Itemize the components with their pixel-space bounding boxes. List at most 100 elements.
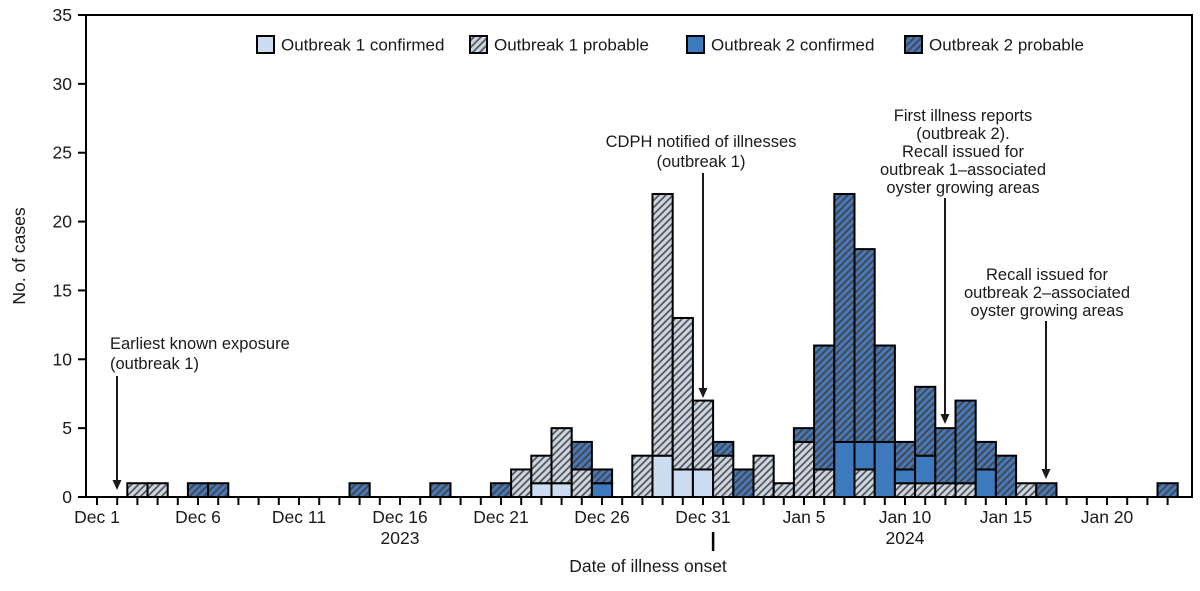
bar-dec-29 xyxy=(651,193,674,498)
bar-dec-24 xyxy=(550,427,573,499)
bar-dec-22 xyxy=(510,468,533,499)
legend-item-o2_probable: Outbreak 2 probable xyxy=(904,35,1084,55)
legend-item-o1_confirmed: Outbreak 1 confirmed xyxy=(256,35,444,55)
y-tick-label: 25 xyxy=(53,143,72,163)
bar-jan-10 xyxy=(893,440,917,499)
bar-segment-o2_probable xyxy=(207,482,230,499)
bar-segment-o2_probable xyxy=(712,440,735,457)
bar-segment-o2_probable xyxy=(732,468,755,499)
bar-segment-o2_probable xyxy=(954,399,977,485)
y-tick-label: 0 xyxy=(62,487,72,507)
bar-dec-3 xyxy=(126,482,149,499)
bar-segment-o1_probable xyxy=(550,427,573,485)
x-tick-label: Jan 20 xyxy=(1081,507,1134,527)
bar-dec-30 xyxy=(671,316,694,499)
bar-jan-2 xyxy=(732,468,755,499)
bar-dec-26 xyxy=(590,468,614,499)
bar-jan-9 xyxy=(873,344,896,498)
bar-jan-1 xyxy=(712,440,735,498)
legend-swatch-o1_probable xyxy=(469,35,488,54)
x-tick-label: Dec 31 xyxy=(675,507,730,527)
bar-segment-o2_probable xyxy=(792,427,816,443)
bar-segment-o1_probable xyxy=(893,482,917,499)
bar-segment-o1_probable xyxy=(126,482,149,499)
bar-segment-o2_probable xyxy=(1156,482,1179,499)
bar-segment-o1_probable xyxy=(914,482,937,499)
bar-segment-o1_confirmed xyxy=(671,468,694,499)
x-axis-title: Date of illness onset xyxy=(569,556,727,576)
bar-segment-o2_probable xyxy=(934,427,957,485)
bar-segment-o2_confirmed xyxy=(914,454,937,485)
bar-segment-o1_probable xyxy=(510,468,533,499)
bar-segment-o1_probable xyxy=(813,468,836,499)
legend-item-o2_confirmed: Outbreak 2 confirmed xyxy=(686,35,874,55)
x-tick-label: Dec 21 xyxy=(473,507,528,527)
bar-jan-3 xyxy=(752,454,775,498)
bar-segment-o1_probable xyxy=(530,454,553,485)
bar-dec-6 xyxy=(186,482,210,499)
y-tick-label: 10 xyxy=(53,349,73,369)
bar-segment-o1_confirmed xyxy=(530,482,553,499)
bar-jan-12 xyxy=(934,427,957,499)
y-tick-label: 30 xyxy=(53,74,73,94)
bar-jan-13 xyxy=(954,399,977,499)
annotation-text: Earliest known exposure xyxy=(110,335,290,353)
bar-jan-8 xyxy=(853,248,876,499)
bar-segment-o1_probable xyxy=(752,454,775,498)
y-tick-label: 35 xyxy=(53,5,72,25)
bar-dec-23 xyxy=(530,454,553,499)
bar-segment-o2_confirmed xyxy=(853,440,876,471)
bar-dec-18 xyxy=(429,482,452,499)
bar-segment-o2_probable xyxy=(833,193,856,443)
legend-label: Outbreak 2 probable xyxy=(929,36,1084,55)
bar-segment-o2_probable xyxy=(853,248,876,443)
bar-segment-o1_probable xyxy=(792,440,816,498)
bar-jan-16 xyxy=(1015,482,1038,499)
bar-segment-o1_confirmed xyxy=(651,454,674,498)
legend-item-o1_probable: Outbreak 1 probable xyxy=(469,35,649,55)
bar-jan-4 xyxy=(772,482,795,499)
bar-segment-o2_confirmed xyxy=(873,440,896,498)
bar-segment-o2_confirmed xyxy=(893,468,917,485)
annotation-arrowhead xyxy=(698,388,708,398)
bar-segment-o1_probable xyxy=(631,454,654,498)
bar-dec-21 xyxy=(489,482,513,499)
x-tick-label: Dec 11 xyxy=(272,507,326,527)
annotation-text: oyster growing areas xyxy=(970,302,1123,320)
bar-jan-7 xyxy=(833,193,856,498)
annotation-text: outbreak 1–associated xyxy=(880,161,1046,179)
bar-dec-25 xyxy=(570,440,593,499)
annotation-first-illness-recall-1: First illness reports(outbreak 2).Recall… xyxy=(880,107,1046,424)
bar-segment-o1_probable xyxy=(691,399,715,471)
bar-jan-5 xyxy=(792,427,816,498)
bar-segment-o2_probable xyxy=(429,482,452,499)
x-tick-label: Dec 16 xyxy=(372,507,427,527)
x-tick-label: Dec 1 xyxy=(74,507,120,527)
bar-jan-6 xyxy=(813,344,836,499)
annotation-arrowhead xyxy=(112,480,122,490)
bar-jan-23 xyxy=(1156,482,1179,499)
legend-label: Outbreak 1 probable xyxy=(494,36,649,55)
bar-segment-o1_probable xyxy=(934,482,957,499)
legend-swatch-o2_confirmed xyxy=(686,35,705,54)
bar-jan-14 xyxy=(974,440,997,499)
bar-segment-o1_probable xyxy=(853,468,876,499)
bar-dec-4 xyxy=(146,482,169,499)
annotation-earliest-exposure: Earliest known exposure (outbreak 1) xyxy=(110,335,290,490)
bar-segment-o1_probable xyxy=(651,193,674,457)
bar-dec-7 xyxy=(207,482,230,499)
y-tick-label: 15 xyxy=(53,280,72,300)
bar-segment-o2_probable xyxy=(590,468,614,485)
x-tick-label: Jan 15 xyxy=(980,507,1033,527)
annotation-text: (outbreak 2). xyxy=(916,125,1010,143)
annotation-arrowhead xyxy=(940,414,950,424)
x-tick-label: Jan 5 xyxy=(783,507,826,527)
legend-label: Outbreak 2 confirmed xyxy=(711,36,874,55)
bar-dec-31 xyxy=(691,399,715,499)
bar-segment-o1_probable xyxy=(146,482,169,499)
bar-segment-o2_confirmed xyxy=(833,440,856,498)
annotation-text: First illness reports xyxy=(894,107,1032,125)
